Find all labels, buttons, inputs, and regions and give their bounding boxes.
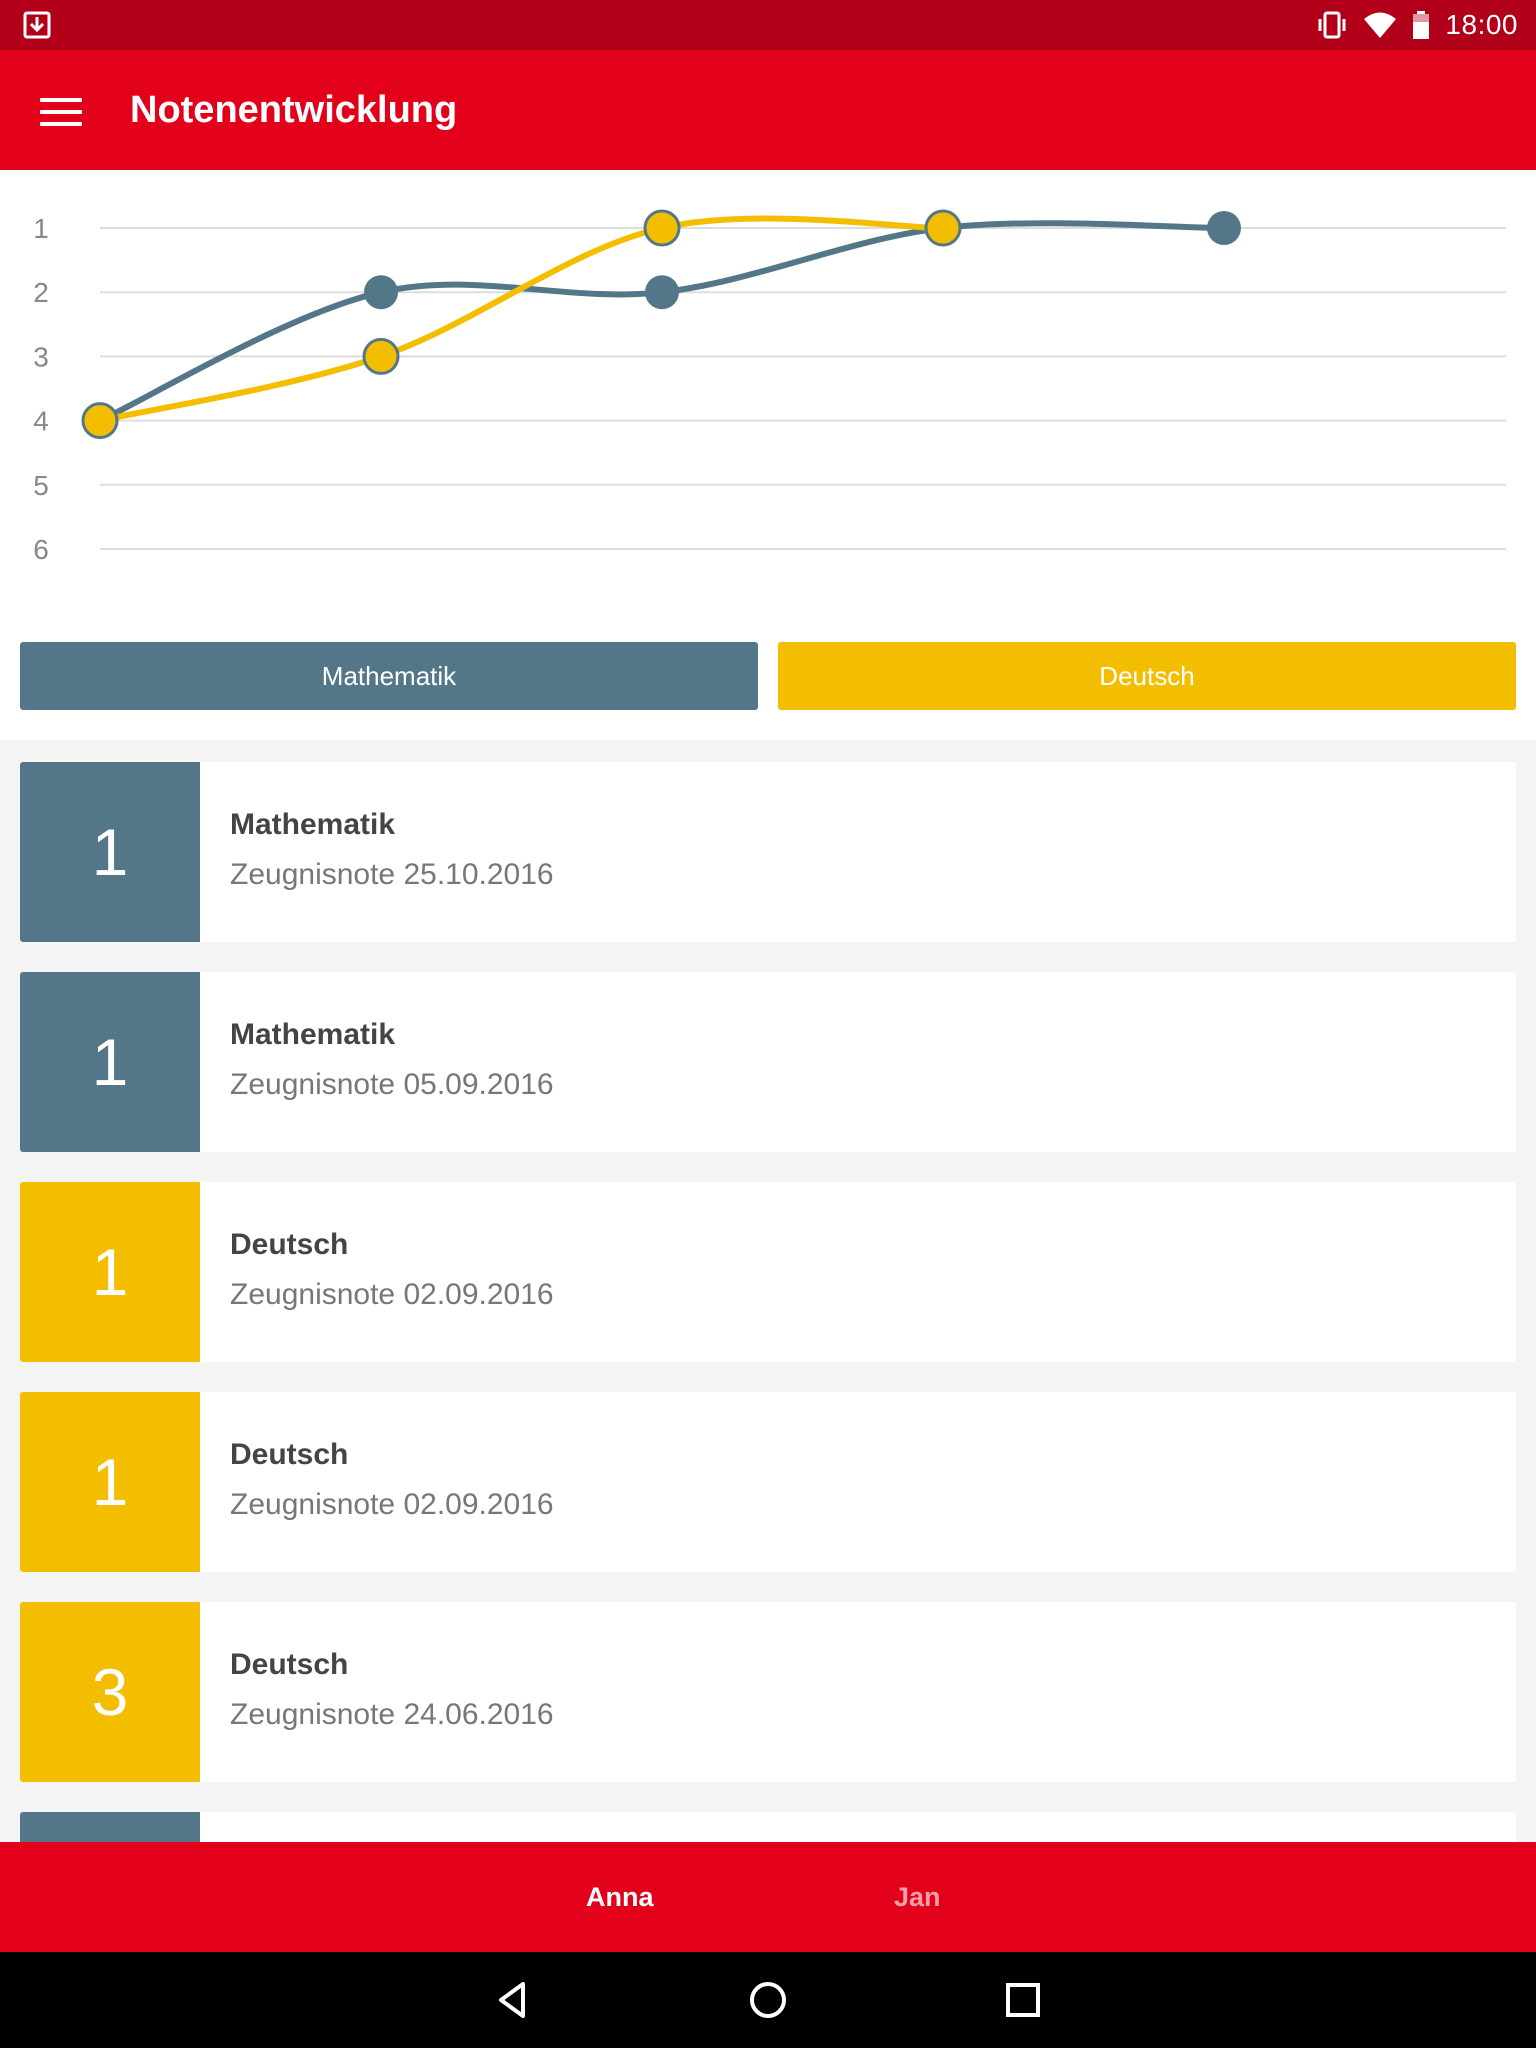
grade-list-item[interactable]: 1 Deutsch Zeugnisnote 02.09.2016 xyxy=(20,1392,1516,1572)
grade-date: Zeugnisnote 24.06.2016 xyxy=(230,1698,554,1731)
grade-date: Zeugnisnote 05.09.2016 xyxy=(230,1068,554,1101)
recents-icon[interactable] xyxy=(999,1976,1047,2024)
page-title: Notenentwicklung xyxy=(130,89,458,131)
system-nav-bar xyxy=(0,1952,1536,2048)
grade-list-item[interactable]: 1 Mathematik Zeugnisnote 25.10.2016 xyxy=(20,762,1516,942)
grade-subject: Deutsch xyxy=(230,1648,349,1681)
grade-list-item[interactable]: 3 Deutsch Zeugnisnote 24.06.2016 xyxy=(20,1602,1516,1782)
series-line-mathematik xyxy=(98,220,1225,424)
download-icon xyxy=(23,11,51,39)
grade-list-item[interactable]: 1 Mathematik Zeugnisnote 05.09.2016 xyxy=(20,972,1516,1152)
data-point-deutsch[interactable] xyxy=(924,209,962,247)
grade-subject: Deutsch xyxy=(230,1228,349,1261)
tab-jan[interactable]: Jan xyxy=(894,1882,941,1912)
grade-subject: Mathematik xyxy=(230,808,396,841)
legend-mathematik-button[interactable]: Mathematik xyxy=(20,642,758,710)
grade-subject: Deutsch xyxy=(230,1438,349,1471)
y-tick-label: 2 xyxy=(33,277,49,308)
y-tick-label: 4 xyxy=(33,406,49,437)
data-point-mathematik[interactable] xyxy=(645,275,679,310)
data-point-deutsch[interactable] xyxy=(643,209,681,247)
grade-subject: Mathematik xyxy=(230,1018,396,1051)
hamburger-menu-icon[interactable] xyxy=(40,98,82,126)
grade-badge: 1 xyxy=(20,1182,200,1362)
y-tick-label: 1 xyxy=(33,213,49,244)
clock-time: 18:00 xyxy=(1445,9,1518,40)
vibrate-icon xyxy=(1318,11,1346,39)
data-point-deutsch[interactable] xyxy=(81,402,119,440)
grade-date: Zeugnisnote 02.09.2016 xyxy=(230,1278,554,1311)
back-icon[interactable] xyxy=(489,1976,537,2024)
data-point-mathematik[interactable] xyxy=(1207,211,1241,245)
grade-badge: 1 xyxy=(20,1392,200,1572)
y-tick-label: 5 xyxy=(33,470,49,501)
grade-date: Zeugnisnote 02.09.2016 xyxy=(230,1488,554,1521)
grade-badge: 1 xyxy=(20,972,200,1152)
grade-list-item[interactable]: 1 Deutsch Zeugnisnote 02.09.2016 xyxy=(20,1182,1516,1362)
grade-badge: 3 xyxy=(20,1602,200,1782)
grade-date: Zeugnisnote 25.10.2016 xyxy=(230,858,554,891)
data-point-deutsch[interactable] xyxy=(362,337,400,375)
grades-list[interactable]: 1 Mathematik Zeugnisnote 25.10.2016 1 Ma… xyxy=(20,762,1516,1842)
y-tick-label: 3 xyxy=(33,341,49,372)
grade-badge: 1 xyxy=(20,762,200,942)
app-bar: Notenentwicklung xyxy=(0,50,1536,170)
home-icon[interactable] xyxy=(744,1976,792,2024)
grade-line-chart: 1 2 3 4 5 6 xyxy=(33,209,1506,565)
data-point-mathematik[interactable] xyxy=(364,275,398,310)
tab-anna[interactable]: Anna xyxy=(586,1882,654,1912)
y-tick-label: 6 xyxy=(33,534,49,565)
grade-badge xyxy=(20,1812,200,1842)
battery-icon xyxy=(1413,11,1430,39)
grade-list-item[interactable] xyxy=(20,1812,1516,1842)
series-line-deutsch xyxy=(99,215,944,424)
wifi-icon xyxy=(1364,12,1397,38)
legend-deutsch-button[interactable]: Deutsch xyxy=(778,642,1516,710)
grade-chart-card: 1 2 3 4 5 6 Mathematik Deutsch xyxy=(0,170,1536,740)
bottom-tab-bar: Anna Jan xyxy=(0,1842,1536,1952)
status-bar: 18:00 xyxy=(0,0,1536,50)
